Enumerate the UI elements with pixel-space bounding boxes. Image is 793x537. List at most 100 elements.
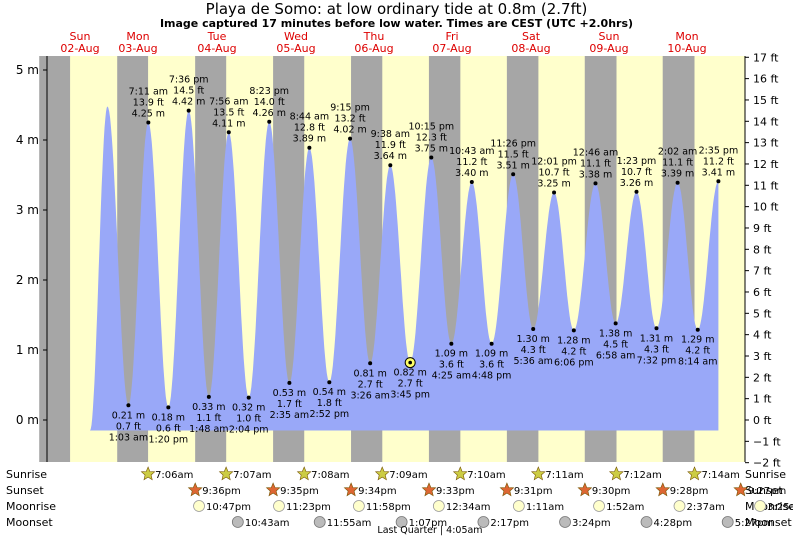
day-name: Fri [445, 30, 458, 43]
tide-point [571, 328, 576, 333]
tide-curve [90, 106, 719, 431]
tide-ft-label: 2.7 ft [358, 379, 383, 390]
sunset-icon [577, 482, 593, 497]
tide-point [489, 341, 494, 346]
day-name: Thu [363, 30, 385, 43]
tide-time-label: 10:15 pm [408, 122, 454, 133]
tide-time-label: 1:48 am [189, 424, 228, 435]
sunrise-time: 7:09am [389, 470, 427, 481]
row-label-right: Moonset [745, 516, 792, 529]
tide-ft-label: 4.3 ft [521, 345, 546, 356]
tide-point [511, 172, 516, 177]
day-date: 09-Aug [589, 42, 628, 55]
tide-ft-label: 13.9 ft [133, 98, 164, 109]
day-date: 03-Aug [118, 42, 157, 55]
tide-m-label: 4.25 m [132, 109, 165, 120]
right-axis-tick-label: 15 ft [753, 94, 779, 107]
tide-ft-label: 13.2 ft [335, 114, 366, 125]
tide-time-label: 2:35 am [270, 410, 309, 421]
right-axis-tick-label: 6 ft [753, 286, 772, 299]
sunrise-time: 7:06am [155, 470, 193, 481]
right-axis-tick-label: 14 ft [753, 115, 779, 128]
tide-m-label: 3.75 m [415, 144, 448, 155]
tide-point [327, 380, 332, 385]
tide-m-label: 4.11 m [212, 118, 245, 129]
right-axis-tick-label: 2 ft [753, 371, 772, 384]
sunrise-icon [374, 466, 390, 481]
left-axis-tick-label: 0 m [16, 413, 39, 427]
moonset-time: 2:17pm [490, 518, 529, 529]
moonset-time: 3:24pm [572, 518, 611, 529]
tide-m-label: 3.25 m [537, 179, 570, 190]
moonrise-icon [352, 500, 365, 512]
sunrise-time: 7:07am [233, 470, 271, 481]
tide-m-label: 0.32 m [232, 403, 265, 414]
left-axis-tick-label: 5 m [16, 63, 39, 77]
tide-m-label: 0.53 m [273, 388, 306, 399]
day-date: 06-Aug [354, 42, 393, 55]
sunset-icon [733, 482, 749, 497]
left-axis-tick-label: 3 m [16, 203, 39, 217]
tide-ft-label: 4.3 ft [644, 344, 669, 355]
tide-point [552, 190, 557, 195]
tide-m-label: 3.26 m [620, 178, 653, 189]
moonrise-icon [673, 500, 686, 512]
right-axis-tick-label: 12 ft [753, 158, 779, 171]
tide-ft-label: 3.6 ft [479, 360, 504, 371]
moonset-icon [313, 516, 326, 528]
tide-ft-label: 11.2 ft [703, 156, 734, 167]
tide-ft-label: 11.2 ft [456, 157, 487, 168]
day-name: Mon [126, 30, 149, 43]
row-label-left: Sunrise [6, 468, 47, 481]
tide-time-label: 1:20 pm [149, 434, 189, 445]
day-date: 08-Aug [511, 42, 550, 55]
moonrise-time: 1:11am [526, 502, 564, 513]
sunset-icon [265, 482, 281, 497]
tide-ft-label: 1.8 ft [317, 398, 342, 409]
moonrise-time: 10:47pm [206, 502, 251, 513]
day-date: 07-Aug [432, 42, 471, 55]
tide-m-label: 4.42 m [172, 97, 205, 108]
tide-point [287, 380, 292, 385]
tide-ft-label: 2.7 ft [398, 379, 423, 390]
moonrise-icon [754, 500, 767, 512]
sunset-time: 9:36pm [202, 486, 241, 497]
tide-time-label: 4:25 am [432, 371, 471, 382]
tide-m-label: 3.89 m [293, 134, 326, 145]
tide-m-label: 0.33 m [192, 402, 225, 413]
tide-m-label: 1.38 m [599, 328, 632, 339]
tide-point [388, 163, 393, 168]
right-axis-tick-label: 10 ft [753, 201, 779, 214]
moonrise-time: 11:58pm [366, 502, 411, 513]
tide-m-label: 0.54 m [313, 387, 346, 398]
tide-ft-label: 0.6 ft [156, 423, 181, 434]
right-axis-tick-label: 3 ft [753, 350, 772, 363]
right-axis-tick-label: 11 ft [753, 179, 779, 192]
moonrise-time: 12:34am [446, 502, 491, 513]
day-date: 05-Aug [276, 42, 315, 55]
tide-ft-label: 10.7 ft [621, 167, 652, 178]
day-name: Mon [675, 30, 698, 43]
tide-time-label: 6:58 am [596, 350, 635, 361]
moonset-icon [640, 516, 653, 528]
right-axis-tick-label: 5 ft [753, 307, 772, 320]
tide-point [695, 327, 700, 332]
moonrise-time: 2:37am [687, 502, 725, 513]
tide-point [675, 180, 680, 185]
tide-m-label: 3.39 m [661, 169, 694, 180]
left-axis-tick-label: 4 m [16, 133, 39, 147]
tide-m-label: 0.81 m [353, 368, 386, 379]
tide-ft-label: 12.3 ft [416, 133, 447, 144]
row-label-left: Moonrise [6, 500, 56, 513]
night-band [39, 56, 71, 462]
right-axis-tick-label: 8 ft [753, 243, 772, 256]
tide-ft-label: 11.1 ft [580, 158, 611, 169]
tide-time-label: 2:52 pm [309, 409, 349, 420]
tide-m-label: 1.28 m [557, 335, 590, 346]
tide-point [267, 119, 272, 124]
day-date: 04-Aug [197, 42, 236, 55]
tide-time-label: 8:23 pm [249, 86, 289, 97]
sunrise-icon [140, 466, 156, 481]
